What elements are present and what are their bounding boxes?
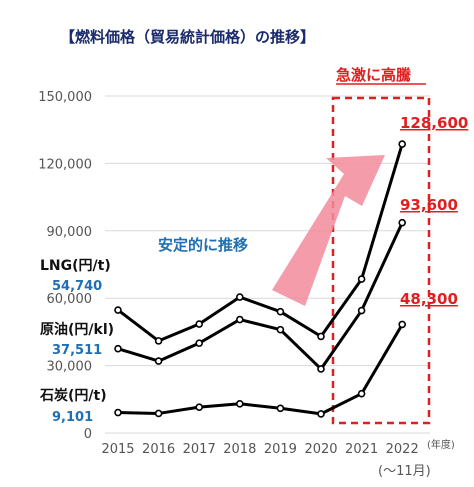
data-point — [398, 320, 407, 329]
series-start-value: 9,101 — [52, 410, 93, 425]
x-tick-label: 2019 — [264, 442, 297, 457]
data-point — [276, 307, 285, 316]
data-point — [357, 389, 366, 398]
data-point — [317, 332, 325, 341]
x-axis-ticks: 2015 2016 2017 2018 2019 2020 2021 2022 — [101, 442, 418, 457]
period-note: (〜11月) — [378, 464, 431, 479]
y-tick-label: 0 — [84, 427, 92, 442]
x-tick-label: 2016 — [142, 442, 175, 457]
data-point — [398, 140, 407, 148]
data-point — [398, 218, 407, 227]
data-point — [195, 403, 203, 411]
data-point — [357, 306, 366, 315]
data-point — [154, 337, 163, 345]
x-tick-label: 2018 — [223, 442, 256, 457]
data-point — [236, 399, 244, 408]
x-tick-label: 2017 — [183, 442, 216, 457]
data-point — [195, 339, 203, 347]
data-point — [357, 275, 366, 283]
series-labels: LNG(円/t) 54,740 128,600 原油(円/kl) 37,511 93,60… — [39, 114, 468, 425]
y-axis-ticks: 0 30,000 60,000 90,000 120,000 150,000 — [38, 90, 92, 442]
series-end-value: 128,600 — [400, 114, 468, 132]
x-tick-label: 2015 — [101, 442, 134, 457]
data-point — [276, 404, 285, 413]
series-line — [117, 143, 404, 343]
x-tick-label: 2021 — [345, 442, 378, 457]
data-point — [317, 365, 325, 373]
grid — [105, 95, 430, 434]
series-name: 石炭(円/t) — [39, 387, 107, 404]
series-lines — [114, 140, 407, 418]
y-tick-label: 90,000 — [47, 225, 93, 240]
data-point — [195, 320, 203, 328]
data-point — [236, 315, 244, 324]
series-name: 原油(円/kl) — [40, 321, 114, 338]
y-tick-label: 150,000 — [38, 90, 92, 105]
y-tick-label: 120,000 — [38, 157, 92, 172]
series-start-value: 54,740 — [52, 279, 102, 294]
data-point — [114, 344, 122, 353]
stable-label: 安定的に推移 — [158, 236, 248, 254]
data-point — [236, 293, 244, 301]
x-axis-unit: (年度) — [427, 438, 455, 451]
series-name: LNG(円/t) — [40, 258, 111, 274]
series-start-value: 37,511 — [52, 343, 102, 358]
data-point — [317, 410, 325, 418]
data-point — [114, 306, 122, 314]
series-end-value: 48,300 — [400, 290, 458, 308]
y-tick-label: 30,000 — [47, 360, 93, 375]
data-point — [276, 325, 285, 334]
surge-box — [331, 96, 431, 425]
series-line — [117, 222, 404, 371]
chart-title: 【燃料価格（貿易統計価格）の推移】 — [60, 28, 315, 46]
series-line — [117, 323, 404, 416]
x-tick-label: 2020 — [304, 442, 337, 457]
y-tick-label: 60,000 — [47, 292, 93, 307]
x-tick-label: 2022 — [386, 442, 419, 457]
data-point — [154, 409, 163, 418]
data-point — [114, 408, 122, 417]
surge-label: 急激に高騰 — [336, 66, 412, 84]
upward-arrow-icon — [272, 155, 385, 306]
data-point — [154, 357, 163, 365]
series-end-value: 93,600 — [400, 196, 458, 214]
